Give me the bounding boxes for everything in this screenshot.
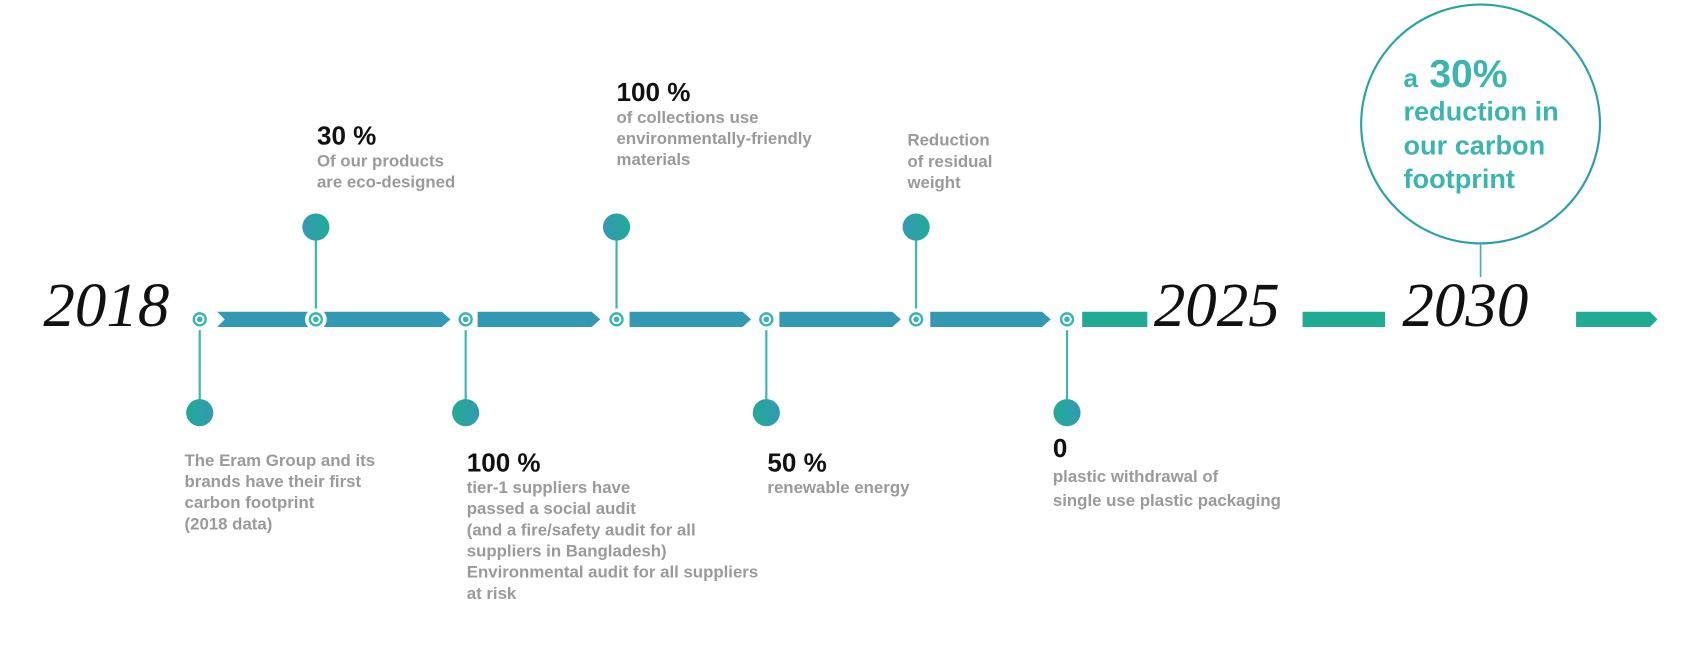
milestone-text: (2018 data) xyxy=(185,514,273,533)
milestone-heading: 100 % xyxy=(617,77,691,107)
milestone-text: Of our products xyxy=(317,151,444,170)
milestone-dot xyxy=(752,399,780,427)
timeline-segment xyxy=(477,311,601,327)
milestone-dot xyxy=(452,399,480,427)
milestone-text: Reduction xyxy=(907,131,989,150)
milestone-text: of residual xyxy=(907,152,992,171)
milestone-text: plastic withdrawal of xyxy=(1053,467,1219,486)
timeline-segment xyxy=(930,311,1051,327)
milestone xyxy=(302,213,330,331)
goal-line: footprint xyxy=(1403,163,1514,194)
timeline-segment xyxy=(779,311,901,327)
year-2018: 2018 xyxy=(43,270,169,340)
milestone-dot xyxy=(602,213,631,241)
milestone-text: are eco-designed xyxy=(317,172,455,191)
milestone-heading: 100 % xyxy=(467,447,541,477)
milestone-text: Environmental audit for all suppliers xyxy=(467,563,758,582)
milestone-dot xyxy=(1053,399,1081,427)
timeline-segment xyxy=(1082,311,1148,327)
milestone-text: renewable energy xyxy=(767,478,910,497)
milestone-dot xyxy=(902,213,930,241)
milestone-heading: 0 xyxy=(1053,433,1068,463)
milestone-dot xyxy=(302,213,330,241)
milestone-heading: 30 % xyxy=(317,121,376,151)
milestone-text: of collections use xyxy=(617,108,759,127)
milestone xyxy=(902,213,930,331)
svg-text:a 30%: a 30% xyxy=(1403,53,1507,96)
goal-line: reduction in xyxy=(1403,96,1558,127)
milestone xyxy=(752,308,780,427)
milestone-text: single use plastic packaging xyxy=(1053,491,1281,510)
milestone-text: (and a fire/safety audit for all xyxy=(467,520,696,539)
timeline-segment xyxy=(1576,311,1658,327)
timeline-bar xyxy=(217,311,1658,327)
milestone-text: brands have their first xyxy=(185,472,362,491)
milestone-text: passed a social audit xyxy=(467,499,637,518)
timeline-segment xyxy=(1302,311,1386,327)
timeline-segment xyxy=(629,311,752,327)
milestone-text: weight xyxy=(906,173,961,192)
goal-prefix: a xyxy=(1403,63,1418,93)
milestone xyxy=(186,308,214,427)
milestone-text: at risk xyxy=(467,584,517,603)
milestone-dot xyxy=(186,399,214,427)
milestone-text: materials xyxy=(617,150,691,169)
goal-bubble: a 30% reduction in our carbon footprint xyxy=(1360,3,1602,278)
milestone-heading: 50 % xyxy=(767,447,826,477)
milestone xyxy=(1053,308,1081,427)
milestone-text: suppliers in Bangladesh) xyxy=(467,542,667,561)
year-2030: 2030 xyxy=(1402,270,1528,340)
timeline-segment xyxy=(217,311,451,327)
year-2025: 2025 xyxy=(1154,270,1280,340)
milestone-text: The Eram Group and its xyxy=(185,451,376,470)
milestone-text: tier-1 suppliers have xyxy=(467,478,631,497)
milestone-text: carbon footprint xyxy=(185,493,315,512)
milestone xyxy=(602,213,631,331)
goal-line: our carbon xyxy=(1403,129,1545,160)
milestone xyxy=(452,308,480,427)
goal-value: 30% xyxy=(1429,53,1507,96)
milestone-text: environmentally-friendly xyxy=(617,129,813,148)
